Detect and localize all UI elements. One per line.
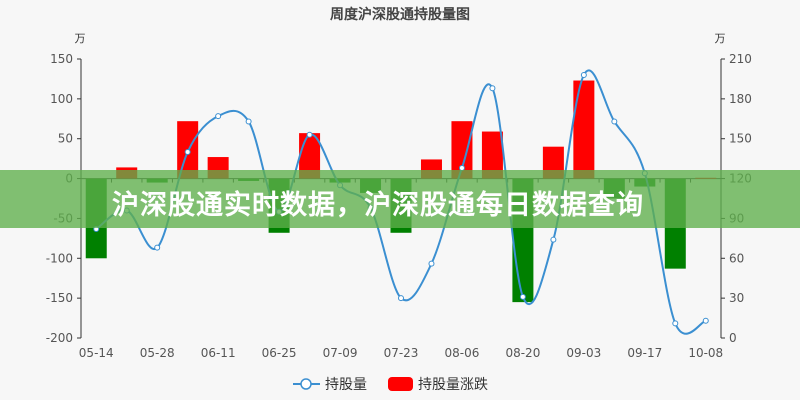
point-07-02 [306, 131, 313, 138]
legend-item-change[interactable]: 持股量涨跌 [388, 377, 488, 393]
point-06-11 [215, 113, 222, 120]
bar-08-06 [451, 121, 473, 179]
right-tick-label: 0 [729, 331, 737, 345]
right-tick-label: 150 [729, 132, 752, 146]
bar-08-13 [481, 131, 503, 179]
legend-label-holdings: 持股量 [325, 377, 367, 393]
x-tick-label: 05-14 [79, 346, 114, 360]
point-06-04 [184, 149, 191, 155]
left-tick-label: 150 [50, 52, 73, 66]
point-06-18 [245, 118, 252, 125]
legend-bar-icon [388, 377, 413, 391]
point-08-27 [550, 236, 557, 243]
x-tick-label: 10-08 [688, 346, 723, 360]
left-tick-label: -100 [46, 251, 73, 265]
banner-text: 沪深股通实时数据，沪深股通每日数据查询 [112, 190, 644, 221]
point-09-10 [611, 118, 618, 125]
x-tick-label: 08-06 [445, 346, 480, 360]
right-axis-unit: 万 [715, 32, 726, 45]
legend-item-holdings[interactable]: 持股量 [293, 377, 367, 393]
left-tick-label: 100 [50, 92, 73, 106]
point-07-23 [398, 295, 404, 302]
left-tick-label: 50 [58, 132, 73, 146]
right-tick-label: 180 [729, 92, 752, 106]
point-05-28 [154, 244, 161, 251]
left-tick-label: -150 [46, 291, 73, 305]
point-07-30 [428, 260, 435, 267]
point-09-03 [580, 71, 587, 78]
x-tick-label: 07-09 [323, 346, 358, 360]
left-tick-label: -200 [46, 331, 73, 345]
right-tick-label: 60 [729, 251, 744, 265]
legend: 持股量 持股量涨跌 [293, 377, 488, 393]
right-tick-label: 30 [729, 291, 744, 305]
point-08-20 [519, 293, 526, 300]
legend-label-change: 持股量涨跌 [418, 377, 488, 393]
right-tick-label: 210 [729, 52, 752, 66]
x-tick-label: 06-11 [201, 346, 236, 360]
x-tick-label: 09-03 [566, 346, 601, 360]
x-tick-label: 07-23 [384, 346, 419, 360]
x-tick-label: 06-25 [262, 346, 297, 360]
x-tick-label: 09-17 [627, 346, 662, 360]
chart-title: 周度沪深股通持股量图 [330, 6, 470, 23]
legend-line-icon [300, 378, 312, 390]
point-09-24 [672, 320, 679, 327]
point-08-13 [489, 85, 496, 92]
x-tick-label: 08-20 [505, 346, 540, 360]
x-tick-label: 05-28 [140, 346, 175, 360]
overlay-banner [0, 170, 800, 228]
bar-09-03 [573, 80, 595, 179]
point-10-08 [702, 317, 709, 324]
left-axis-unit: 万 [75, 32, 86, 45]
